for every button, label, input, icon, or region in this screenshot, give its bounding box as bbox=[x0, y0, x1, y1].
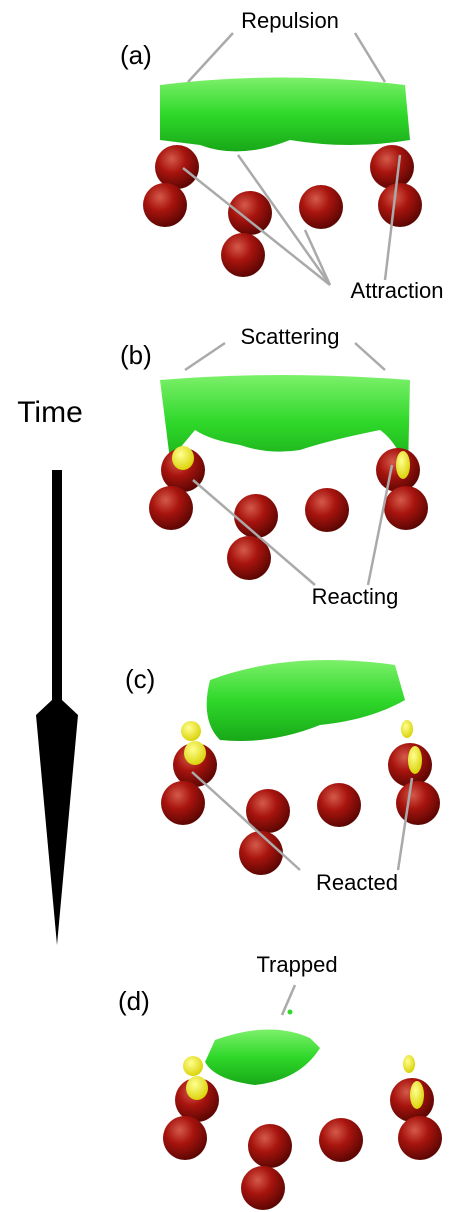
atom bbox=[319, 1118, 363, 1162]
isosurface bbox=[288, 1010, 293, 1015]
atom bbox=[370, 145, 414, 189]
reaction-site bbox=[183, 1056, 203, 1076]
reaction-site bbox=[401, 720, 413, 738]
reaction-site bbox=[408, 746, 422, 774]
reaction-site bbox=[184, 741, 206, 765]
reaction-site bbox=[172, 446, 194, 470]
atom bbox=[396, 781, 440, 825]
atom bbox=[378, 183, 422, 227]
atom bbox=[234, 494, 278, 538]
atom bbox=[317, 783, 361, 827]
panel-label: (d) bbox=[118, 986, 150, 1016]
atom bbox=[155, 145, 199, 189]
annotation: Reacted bbox=[316, 870, 398, 895]
figure: Time (a) (b) (c) (d) Repulsion Attractio… bbox=[0, 0, 463, 1212]
time-label: Time bbox=[17, 396, 83, 429]
annotation: Scattering bbox=[240, 324, 339, 349]
annotation: Attraction bbox=[351, 278, 444, 303]
reaction-site bbox=[396, 451, 410, 479]
annotation: Reacting bbox=[312, 584, 399, 609]
reaction-site bbox=[403, 1055, 415, 1073]
atom bbox=[241, 1166, 285, 1210]
isosurface bbox=[205, 1029, 320, 1085]
isosurface bbox=[160, 78, 410, 152]
atom bbox=[149, 486, 193, 530]
isosurface bbox=[207, 660, 405, 741]
atom bbox=[163, 1116, 207, 1160]
atom bbox=[384, 486, 428, 530]
reaction-site bbox=[410, 1081, 424, 1109]
atom bbox=[248, 1124, 292, 1168]
atom bbox=[299, 185, 343, 229]
time-arrow bbox=[36, 470, 78, 945]
atom bbox=[221, 233, 265, 277]
atom bbox=[239, 831, 283, 875]
reaction-site bbox=[181, 721, 201, 741]
atom bbox=[161, 781, 205, 825]
panel-label: (b) bbox=[120, 340, 152, 370]
atom bbox=[143, 183, 187, 227]
annotation: Trapped bbox=[256, 952, 337, 977]
atom bbox=[228, 191, 272, 235]
panel-label: (c) bbox=[125, 664, 155, 694]
panel-label: (a) bbox=[120, 40, 152, 70]
atom bbox=[398, 1116, 442, 1160]
annotation: Repulsion bbox=[241, 8, 339, 33]
reaction-site bbox=[186, 1076, 208, 1100]
atom bbox=[305, 488, 349, 532]
